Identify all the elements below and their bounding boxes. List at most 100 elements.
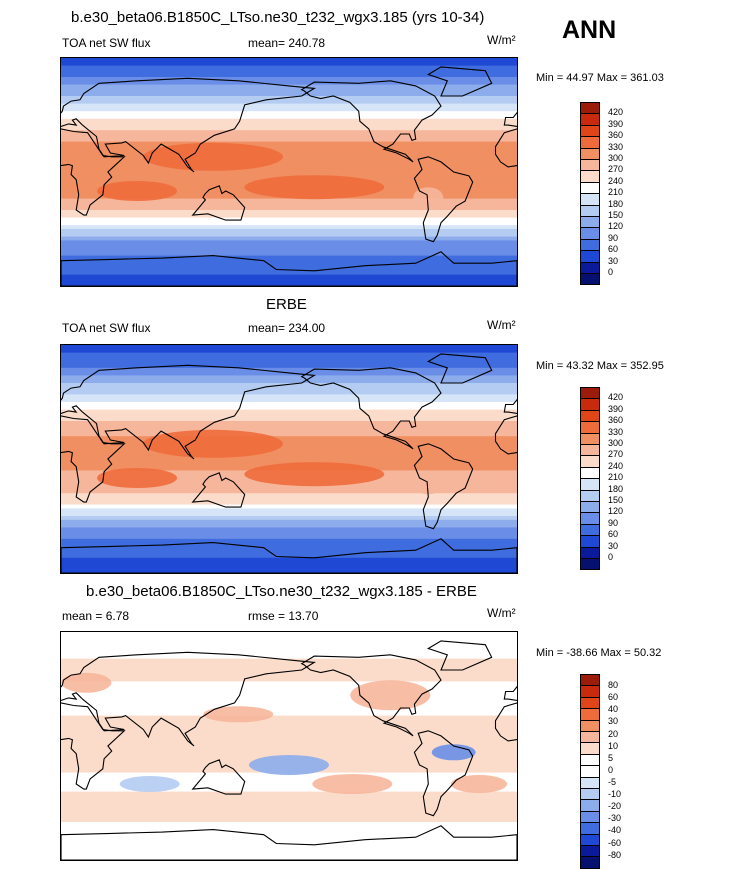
coastline-europe-asia: [61, 651, 317, 747]
contour-band: [61, 696, 517, 701]
colorbar-tick-label: 120: [608, 506, 624, 517]
contour-band: [61, 658, 517, 663]
contour-band: [61, 126, 517, 131]
contour-blob: [451, 775, 507, 793]
contour-band: [61, 364, 517, 369]
contour-band: [61, 810, 517, 815]
contour-band: [61, 402, 517, 407]
contour-band: [61, 130, 517, 135]
coastline-africa: [61, 702, 126, 790]
season-label: ANN: [562, 16, 617, 44]
contour-band: [61, 210, 517, 215]
contour-band: [61, 251, 517, 257]
contour-band: [61, 512, 517, 517]
contour-band: [61, 240, 517, 245]
contour-band: [61, 635, 517, 641]
contour-band: [61, 156, 517, 162]
contour-band: [61, 749, 517, 755]
contour-blob: [143, 142, 283, 171]
panel2-mean-label: mean= 234.00: [248, 321, 326, 335]
colorbar-tick-label: 390: [608, 118, 624, 129]
contour-band: [61, 852, 517, 857]
coastline-australia: [191, 472, 246, 508]
contour-band: [61, 352, 517, 357]
contour-band: [61, 386, 517, 392]
panel1-minmax: Min = 44.97 Max = 361.03: [536, 72, 664, 84]
colorbar-tick-label: 0: [608, 764, 614, 775]
contour-blob: [97, 181, 177, 201]
contour-band: [61, 168, 517, 173]
panel1-variable-label: TOA net SW flux: [62, 36, 151, 50]
panel2-units-label: W/m²: [487, 318, 516, 332]
contour-band: [61, 814, 517, 819]
colorbar-tick-label: 360: [608, 130, 624, 141]
contour-blob: [244, 462, 385, 487]
contour-band: [61, 413, 517, 418]
contour-blob: [312, 774, 393, 794]
contour-band: [61, 647, 517, 652]
contour-band: [61, 565, 517, 570]
panel3-mean-label: mean = 6.78: [62, 609, 130, 623]
panel2-colorbar: 420 390 360 330 300 270 240 210 180 150 120 90 60 30 0: [580, 387, 640, 571]
colorbar-tick-label: 330: [608, 426, 624, 437]
colorbar-tick-label: 270: [608, 164, 624, 175]
contour-band: [61, 383, 517, 388]
contour-band: [61, 440, 517, 445]
colorbar-tick-label: 150: [608, 495, 624, 505]
colorbar-tick-label: -40: [608, 825, 622, 836]
contour-band: [61, 708, 517, 713]
contour-band: [61, 504, 517, 509]
contour-band: [61, 455, 517, 460]
colorbar-tick-label: -10: [608, 789, 622, 800]
contour-blob: [143, 429, 283, 458]
coastline-antarctica: [61, 538, 517, 573]
panel2-title: ERBE: [266, 296, 307, 313]
panel3-units-label: W/m²: [487, 606, 516, 620]
colorbar-swatch: [580, 856, 600, 869]
coastline-antarctica: [61, 251, 517, 286]
contour-band: [61, 111, 517, 116]
contour-band: [61, 833, 517, 838]
contour-band: [61, 409, 517, 414]
contour-band: [61, 489, 517, 494]
contour-blob: [203, 706, 274, 723]
colorbar-tick-label: 180: [608, 483, 624, 494]
contour-band: [61, 508, 517, 513]
panel3-colorbar: 80 60 40 30 20 10 5 0 -5 -10 -20 -30 -40 -60 -80: [580, 674, 640, 869]
contour-blob: [431, 744, 476, 761]
colorbar-tick-label: -60: [608, 837, 622, 848]
contour-band: [61, 535, 517, 540]
contour-band: [61, 236, 517, 241]
colorbar-tick-label: 40: [608, 704, 619, 715]
contour-band: [61, 554, 517, 559]
contour-band: [61, 443, 517, 449]
contour-band: [61, 519, 517, 525]
contour-band: [61, 689, 517, 694]
coastline-south-america: [413, 156, 474, 243]
coastline-europe-asia: [61, 77, 317, 173]
contour-band: [61, 88, 517, 93]
contour-band: [61, 164, 517, 169]
contour-band: [61, 198, 517, 203]
contour-band: [61, 282, 517, 286]
contour-band: [61, 278, 517, 283]
panel3-map: [60, 631, 518, 861]
panel2-map: [60, 344, 518, 574]
contour-band: [61, 459, 517, 464]
contour-band: [61, 639, 517, 644]
contour-band: [61, 837, 517, 842]
contour-band: [61, 172, 517, 177]
contour-band: [61, 844, 517, 850]
contour-band: [61, 232, 517, 238]
contour-band: [61, 673, 517, 679]
contour-band: [61, 65, 517, 70]
contour-band: [61, 103, 517, 108]
contour-band: [61, 681, 517, 686]
contour-band: [61, 451, 517, 456]
contour-band: [61, 719, 517, 724]
contour-band: [61, 546, 517, 551]
contour-band: [61, 99, 517, 105]
coastline-africa: [61, 128, 126, 216]
contour-band: [61, 523, 517, 528]
colorbar-tick-label: -20: [608, 801, 622, 812]
